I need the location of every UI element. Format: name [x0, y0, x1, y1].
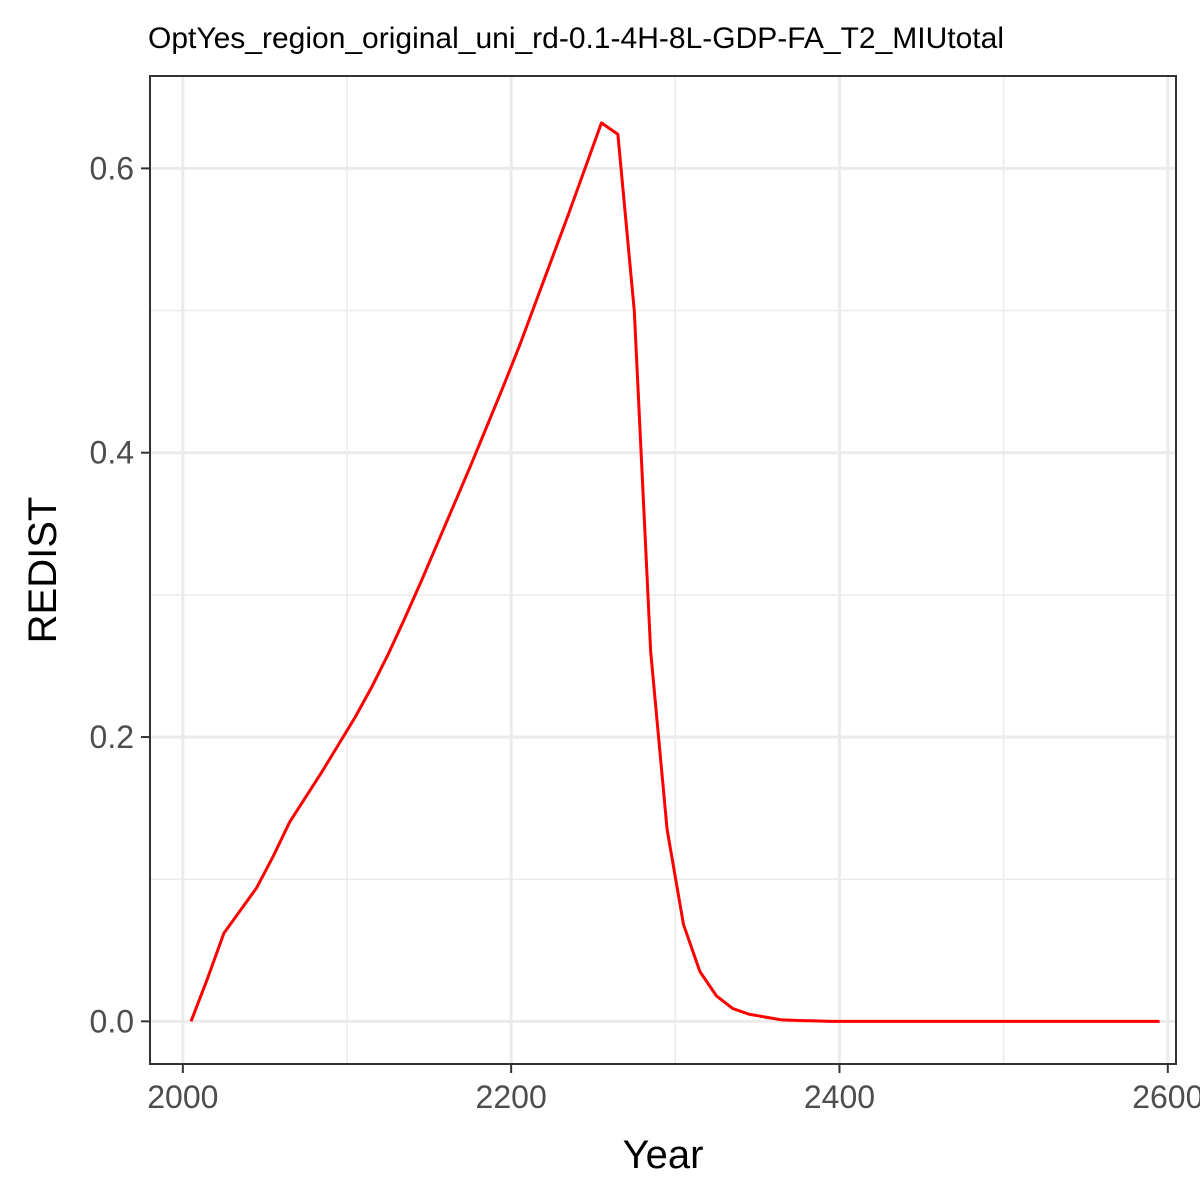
panel-border — [149, 75, 1177, 1065]
x-tick-label: 2200 — [476, 1079, 547, 1115]
y-tick-label: 0.4 — [90, 435, 134, 471]
series-layer — [189, 121, 1160, 1023]
y-tick-label: 0.6 — [90, 150, 134, 186]
x-tick-label: 2000 — [147, 1079, 218, 1115]
x-tick-label: 2400 — [804, 1079, 875, 1115]
series-line — [189, 121, 1160, 1023]
x-axis-title: Year — [623, 1133, 704, 1177]
y-tick-label: 0.0 — [90, 1003, 134, 1039]
x-axis: 2000 2200 2400 2600 — [147, 1064, 1200, 1115]
chart-title: OptYes_region_original_uni_rd-0.1-4H-8L-… — [148, 22, 1004, 55]
y-tick-label: 0.2 — [90, 719, 134, 755]
y-axis-title: REDIST — [21, 497, 65, 644]
x-tick-label: 2600 — [1132, 1079, 1200, 1115]
y-axis: 0.0 0.2 0.4 0.6 — [90, 150, 150, 1039]
